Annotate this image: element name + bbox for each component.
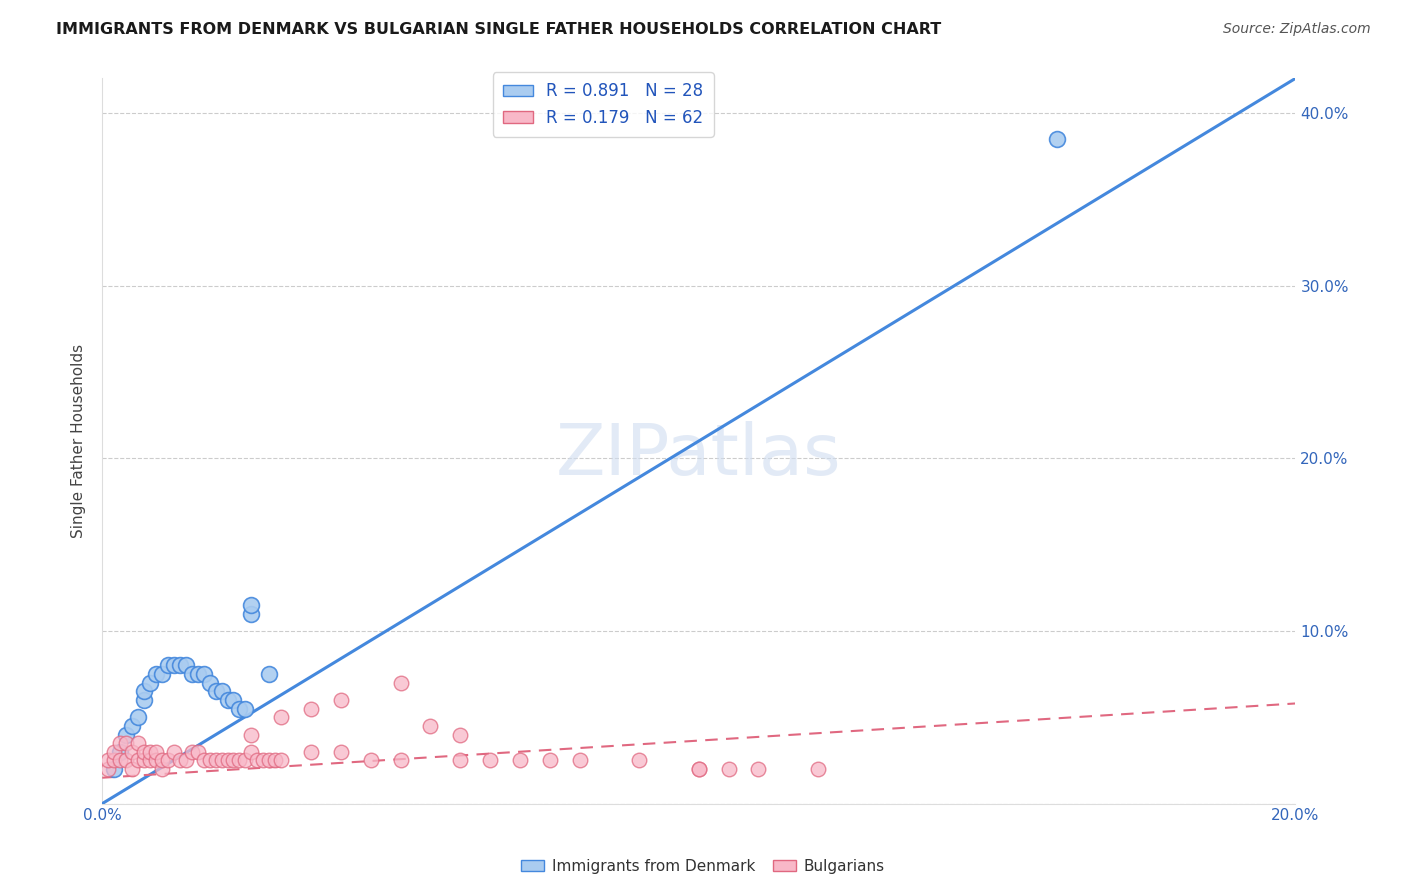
Point	[329, 693, 352, 707]
Point	[299, 745, 322, 759]
Point	[127, 754, 149, 768]
Point	[163, 745, 186, 759]
Point	[103, 754, 125, 768]
Point	[264, 754, 287, 768]
Point	[174, 754, 197, 768]
Point	[145, 667, 167, 681]
Point	[222, 754, 245, 768]
Point	[139, 675, 162, 690]
Point	[108, 754, 131, 768]
Point	[389, 675, 412, 690]
Point	[115, 727, 138, 741]
Point	[717, 762, 740, 776]
Point	[139, 745, 162, 759]
Point	[747, 762, 769, 776]
Point	[145, 754, 167, 768]
Point	[97, 754, 120, 768]
Point	[211, 754, 233, 768]
Point	[688, 762, 710, 776]
Point	[180, 745, 202, 759]
Point	[240, 607, 263, 621]
Point	[329, 745, 352, 759]
Point	[115, 754, 138, 768]
Text: IMMIGRANTS FROM DENMARK VS BULGARIAN SINGLE FATHER HOUSEHOLDS CORRELATION CHART: IMMIGRANTS FROM DENMARK VS BULGARIAN SIN…	[56, 22, 942, 37]
Legend: Immigrants from Denmark, Bulgarians: Immigrants from Denmark, Bulgarians	[515, 853, 891, 880]
Point	[121, 745, 143, 759]
Text: Source: ZipAtlas.com: Source: ZipAtlas.com	[1223, 22, 1371, 37]
Point	[108, 745, 131, 759]
Point	[121, 719, 143, 733]
Point	[807, 762, 830, 776]
Point	[222, 693, 245, 707]
Point	[1046, 132, 1069, 146]
Point	[163, 658, 186, 673]
Point	[132, 693, 155, 707]
Point	[538, 754, 561, 768]
Y-axis label: Single Father Households: Single Father Households	[72, 344, 86, 538]
Point	[193, 754, 215, 768]
Point	[246, 754, 269, 768]
Point	[150, 667, 173, 681]
Point	[115, 736, 138, 750]
Point	[259, 667, 281, 681]
Point	[235, 754, 257, 768]
Point	[198, 675, 221, 690]
Point	[132, 745, 155, 759]
Point	[187, 667, 209, 681]
Point	[169, 754, 191, 768]
Point	[150, 762, 173, 776]
Point	[360, 754, 382, 768]
Point	[228, 754, 250, 768]
Point	[240, 745, 263, 759]
Point	[132, 684, 155, 698]
Point	[108, 736, 131, 750]
Point	[449, 727, 471, 741]
Point	[217, 693, 239, 707]
Point	[187, 745, 209, 759]
Point	[389, 754, 412, 768]
Point	[193, 667, 215, 681]
Point	[174, 658, 197, 673]
Point	[509, 754, 531, 768]
Point	[127, 736, 149, 750]
Point	[169, 658, 191, 673]
Point	[204, 684, 226, 698]
Point	[270, 754, 292, 768]
Point	[145, 745, 167, 759]
Point	[479, 754, 502, 768]
Point	[156, 658, 179, 673]
Point	[270, 710, 292, 724]
Point	[139, 754, 162, 768]
Point	[180, 667, 202, 681]
Point	[252, 754, 274, 768]
Legend: R = 0.891   N = 28, R = 0.179   N = 62: R = 0.891 N = 28, R = 0.179 N = 62	[494, 72, 714, 136]
Point	[198, 754, 221, 768]
Point	[121, 762, 143, 776]
Point	[449, 754, 471, 768]
Point	[150, 754, 173, 768]
Point	[132, 754, 155, 768]
Point	[103, 745, 125, 759]
Point	[628, 754, 651, 768]
Point	[568, 754, 591, 768]
Point	[127, 710, 149, 724]
Text: ZIPatlas: ZIPatlas	[555, 421, 842, 490]
Point	[103, 762, 125, 776]
Point	[204, 754, 226, 768]
Point	[235, 701, 257, 715]
Point	[688, 762, 710, 776]
Point	[156, 754, 179, 768]
Point	[97, 762, 120, 776]
Point	[217, 754, 239, 768]
Point	[419, 719, 441, 733]
Point	[299, 701, 322, 715]
Point	[259, 754, 281, 768]
Point	[228, 701, 250, 715]
Point	[240, 727, 263, 741]
Point	[240, 598, 263, 612]
Point	[211, 684, 233, 698]
